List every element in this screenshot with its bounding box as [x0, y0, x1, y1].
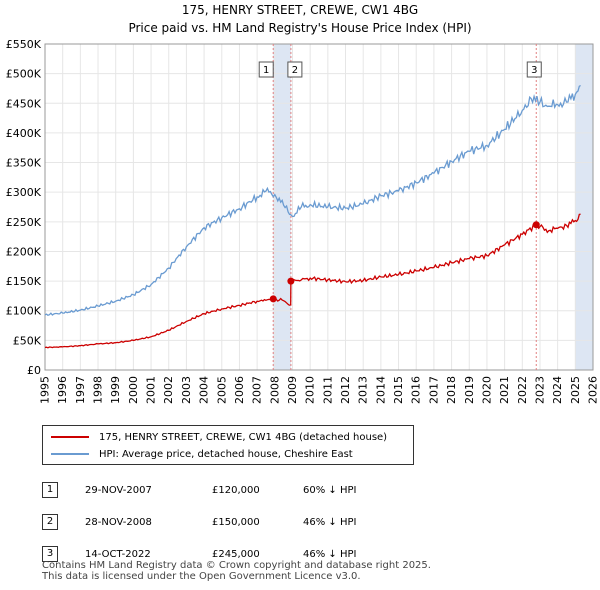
marker-number: 1: [263, 65, 269, 76]
chart-marker-label: 3: [526, 61, 542, 78]
legend-item-hpi: HPI: Average price, detached house, Ches…: [51, 446, 353, 462]
transaction-marker: 1: [42, 482, 58, 498]
property-series-line: [44, 213, 581, 349]
x-tick-label: 2017: [427, 376, 440, 404]
plot-border: [44, 43, 594, 371]
x-tick-label: 2009: [286, 376, 299, 404]
x-tick-label: 2001: [145, 376, 158, 404]
transaction-date: 29-NOV-2007: [85, 484, 152, 496]
y-tick-label: £300K: [6, 186, 42, 199]
y-tick-label: £450K: [6, 97, 42, 110]
chart-title: 175, HENRY STREET, CREWE, CW1 4BG: [181, 3, 419, 17]
price-chart: 1995 1996 1997 1998 1999 2000 2001 2002 2003 2004…: [6, 38, 600, 404]
x-tick-label: 2005: [215, 376, 228, 404]
y-tick-label: £200K: [6, 245, 42, 258]
x-tick-label: 2023: [533, 376, 546, 404]
y-tick-label: £400K: [6, 127, 42, 140]
marker-number: 3: [531, 65, 537, 76]
y-tick-label: £50K: [13, 334, 42, 347]
footer: Contains HM Land Registry data © Crown c…: [42, 560, 431, 582]
transaction-price: £245,000: [212, 548, 260, 560]
marker-box: [526, 61, 542, 78]
x-tick-label: 2011: [321, 376, 334, 404]
x-tick-label: 2004: [198, 376, 211, 404]
legend-swatch-hpi: [51, 453, 89, 455]
table-row: 3 14-OCT-2022 £245,000 46% ↓ HPI: [42, 538, 356, 570]
y-tick-label: £100K: [6, 305, 42, 318]
footer-licence: This data is licensed under the Open Gov…: [42, 571, 361, 582]
legend-swatch-property: [51, 436, 89, 438]
transaction-hpi-diff: 46% ↓ HPI: [303, 548, 357, 560]
x-tick-label: 1999: [109, 376, 122, 404]
shaded-region: [273, 44, 291, 370]
shaded-region: [575, 44, 593, 370]
table-row: 2 28-NOV-2008 £150,000 46% ↓ HPI: [42, 506, 356, 538]
legend-label-property: 175, HENRY STREET, CREWE, CW1 4BG (detac…: [99, 431, 388, 443]
x-tick-label: 2024: [551, 376, 564, 404]
y-tick-label: £0: [27, 364, 41, 377]
legend-label-hpi: HPI: Average price, detached house, Ches…: [99, 448, 353, 460]
x-tick-label: 2006: [233, 376, 246, 404]
x-tick-label: 2025: [569, 376, 582, 404]
y-tick-label: £150K: [6, 275, 42, 288]
transaction-point: [269, 295, 277, 303]
x-tick-label: 2008: [268, 376, 281, 404]
transaction-price: £120,000: [212, 484, 260, 496]
marker-box: [287, 61, 303, 78]
y-tick-label: £250K: [6, 216, 42, 229]
transaction-point: [532, 221, 540, 229]
x-tick-label: 1998: [92, 376, 105, 404]
x-tick-label: 2016: [410, 376, 423, 404]
x-tick-label: 2000: [127, 376, 140, 404]
x-tick-label: 1995: [39, 376, 52, 404]
x-tick-label: 2012: [339, 376, 352, 404]
transaction-hpi-diff: 46% ↓ HPI: [303, 516, 357, 528]
table-row: 1 29-NOV-2007 £120,000 60% ↓ HPI: [42, 474, 356, 506]
x-tick-label: 2020: [480, 376, 493, 404]
x-tick-label: 2014: [374, 376, 387, 404]
transaction-marker: 3: [42, 546, 58, 562]
transaction-price: £150,000: [212, 516, 260, 528]
chart-subtitle: Price paid vs. HM Land Registry's House …: [128, 21, 472, 35]
legend-item-property: 175, HENRY STREET, CREWE, CW1 4BG (detac…: [51, 429, 387, 445]
transactions-table: 1 29-NOV-2007 £120,000 60% ↓ HPI 2 28-NO…: [42, 474, 356, 570]
x-tick-label: 2013: [357, 376, 370, 404]
x-tick-label: 2018: [445, 376, 458, 404]
x-tick-label: 2002: [162, 376, 175, 404]
footer-copyright: Contains HM Land Registry data © Crown c…: [42, 560, 431, 571]
plot-area: [45, 44, 593, 370]
x-tick-label: 2022: [516, 376, 529, 404]
hpi-series-line: [44, 84, 581, 317]
transaction-date: 28-NOV-2008: [85, 516, 152, 528]
transaction-date: 14-OCT-2022: [85, 548, 151, 560]
marker-box: [258, 61, 274, 78]
x-tick-label: 2007: [251, 376, 264, 404]
transaction-hpi-diff: 60% ↓ HPI: [303, 484, 357, 496]
y-tick-label: £350K: [6, 157, 42, 170]
y-tick-label: £550K: [6, 38, 42, 51]
x-tick-label: 2021: [498, 376, 511, 404]
x-tick-label: 2026: [587, 376, 600, 404]
x-tick-label: 2019: [463, 376, 476, 404]
legend: 175, HENRY STREET, CREWE, CW1 4BG (detac…: [42, 425, 414, 465]
chart-marker-label: 1: [258, 61, 274, 78]
x-tick-label: 2003: [180, 376, 193, 404]
x-tick-label: 1997: [74, 376, 87, 404]
transaction-marker: 2: [42, 514, 58, 530]
x-tick-label: 2010: [304, 376, 317, 404]
y-tick-label: £500K: [6, 68, 42, 81]
x-tick-label: 2015: [392, 376, 405, 404]
marker-number: 2: [292, 65, 298, 76]
transaction-point: [287, 277, 295, 285]
x-tick-label: 1996: [56, 376, 69, 404]
chart-marker-label: 2: [287, 61, 303, 78]
